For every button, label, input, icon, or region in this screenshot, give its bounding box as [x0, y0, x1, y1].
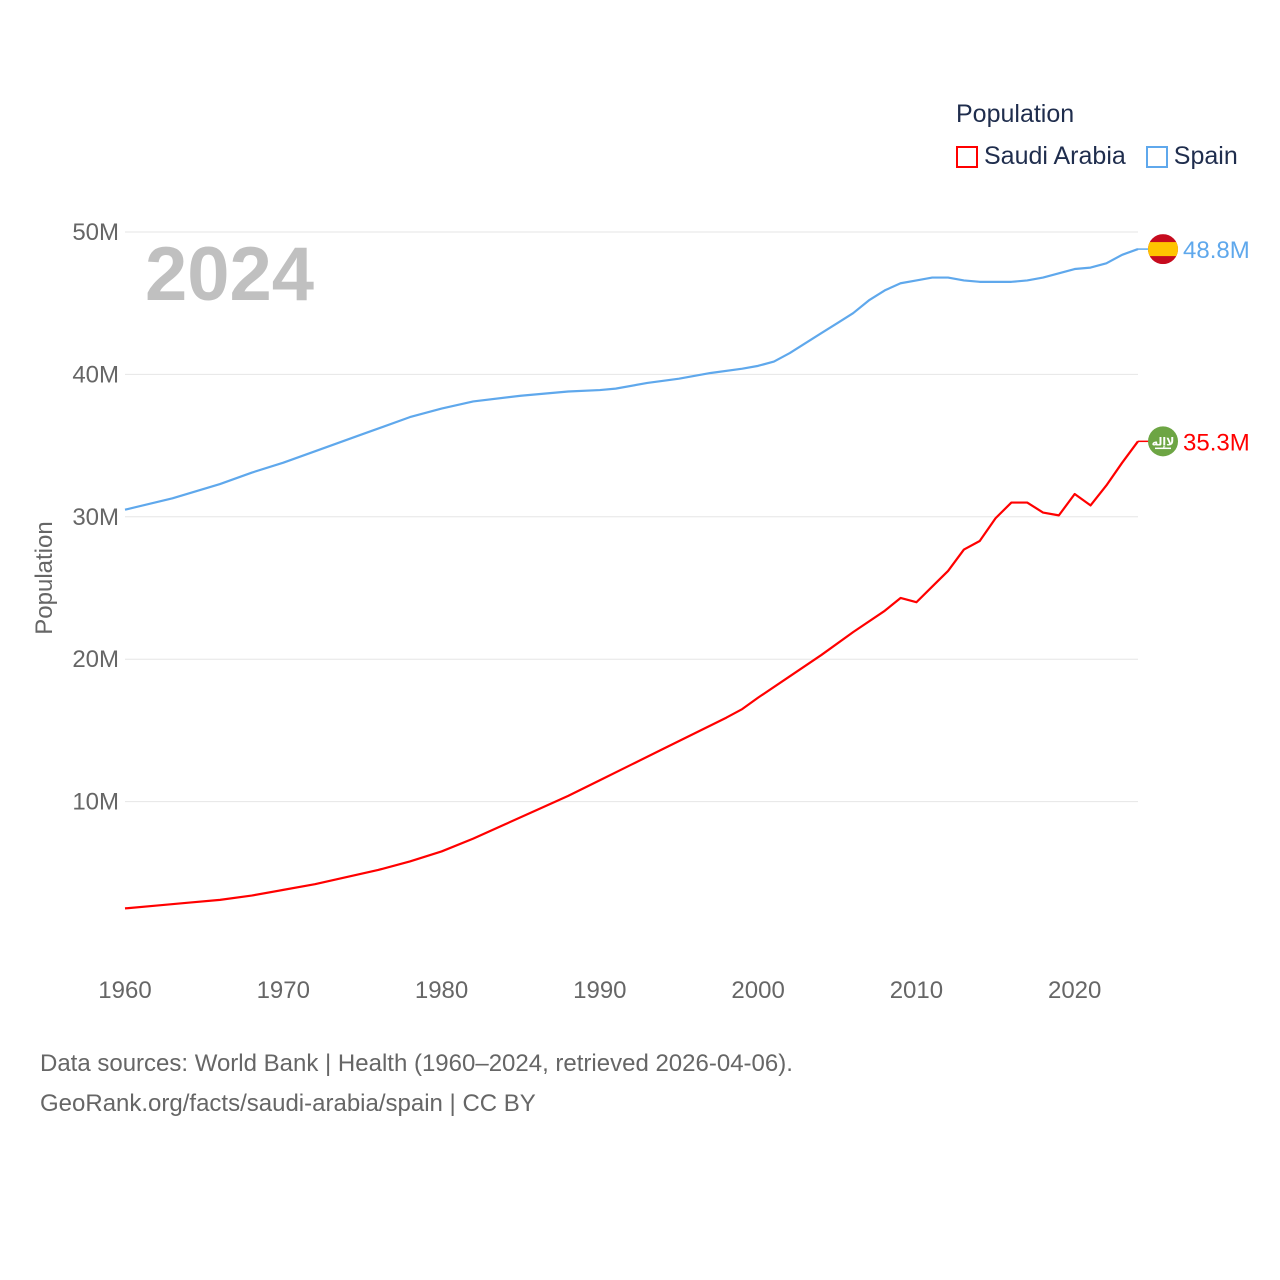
x-tick-label: 2010 [890, 977, 943, 1004]
legend-label: Spain [1173, 142, 1238, 170]
x-tick-label: 1990 [573, 977, 626, 1004]
legend-title: Population [956, 100, 1075, 128]
y-axis-label: Population [31, 521, 58, 634]
legend-item-spain[interactable]: Spain [1145, 142, 1238, 171]
end-value-label: 48.8M [1183, 237, 1250, 264]
x-tick-label: 1960 [98, 977, 151, 1004]
y-tick-label: 40M [72, 361, 119, 388]
x-tick-label: 1980 [415, 977, 468, 1004]
data-sources: Data sources: World Bank | Health (1960–… [40, 1050, 793, 1077]
attribution-link[interactable]: GeoRank.org/facts/saudi-arabia/spain | C… [40, 1090, 536, 1117]
legend: Saudi Arabia Spain [956, 142, 1238, 171]
spain-flag-band [1148, 242, 1178, 257]
series-line-saudi-arabia [124, 440, 1139, 910]
y-tick-label: 30M [72, 504, 119, 531]
series-line-spain [124, 248, 1139, 511]
legend-item-saudi-arabia[interactable]: Saudi Arabia [956, 142, 1126, 171]
y-tick-label: 10M [72, 789, 119, 816]
x-tick-label: 2020 [1048, 977, 1101, 1004]
x-tick-label: 1970 [257, 977, 310, 1004]
end-value-label: 35.3M [1183, 429, 1250, 456]
y-tick-label: 20M [72, 646, 119, 673]
y-tick-label: 50M [72, 219, 119, 246]
legend-label: Saudi Arabia [984, 142, 1126, 170]
legend-swatch-spain [1145, 145, 1168, 168]
x-tick-label: 2000 [731, 977, 784, 1004]
legend-swatch-saudi-arabia [956, 145, 978, 168]
saudi-flag-script: ﻻإﻟﻪ [1152, 436, 1175, 448]
year-label: 2024 [145, 232, 314, 317]
footer: Data sources: World Bank | Health (1960–… [40, 1044, 793, 1124]
